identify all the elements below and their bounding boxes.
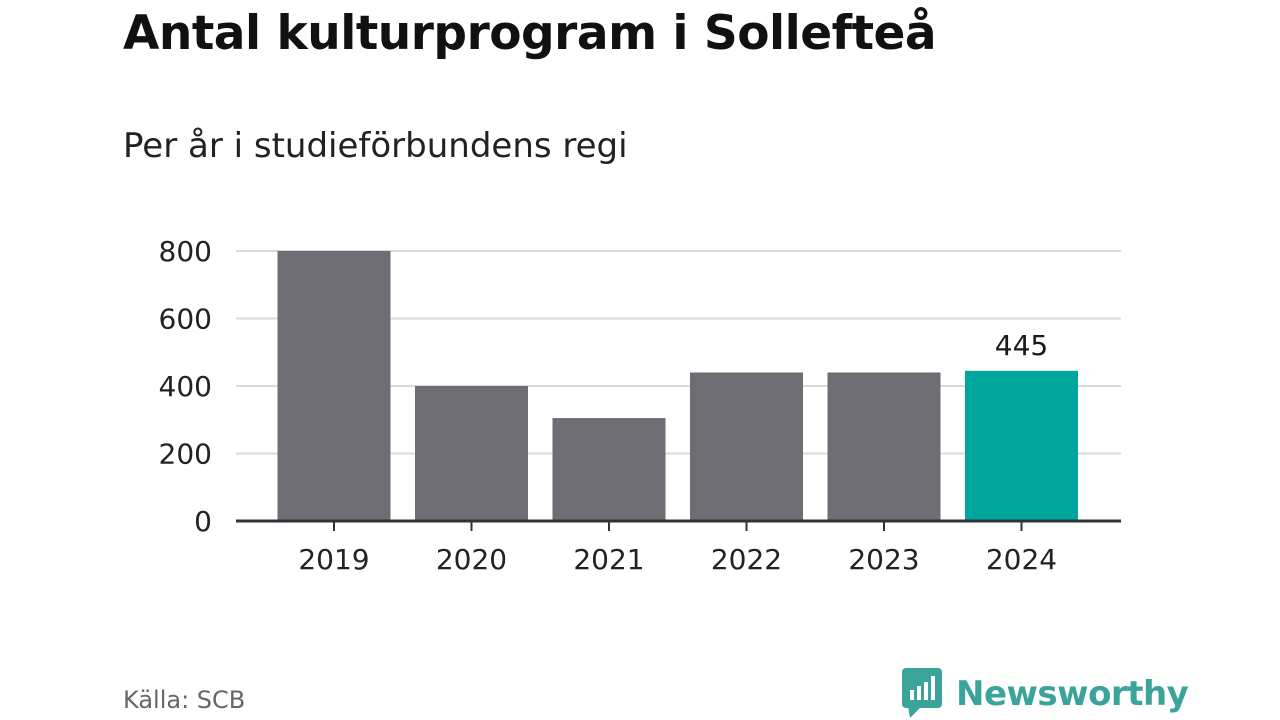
y-tick-label: 400 xyxy=(159,370,212,403)
y-tick-label: 200 xyxy=(159,438,212,471)
x-tick-label: 2019 xyxy=(298,543,369,576)
newsworthy-logo-icon xyxy=(902,668,942,718)
bar xyxy=(277,251,391,521)
brand-name: Newsworthy xyxy=(956,674,1189,714)
source-note: Källa: SCB xyxy=(123,686,246,714)
bar xyxy=(415,386,528,521)
y-tick-label: 0 xyxy=(194,505,212,538)
data-label: 445 xyxy=(995,329,1048,362)
bar xyxy=(827,372,941,521)
x-tick-label: 2022 xyxy=(711,543,782,576)
bar xyxy=(965,370,1078,521)
chart-subtitle: Per år i studieförbundens regi xyxy=(123,126,628,166)
y-tick-label: 600 xyxy=(159,303,212,336)
brand: Newsworthy xyxy=(902,668,1189,720)
bar xyxy=(690,372,803,521)
x-tick-label: 2020 xyxy=(436,543,507,576)
chart-title: Antal kulturprogram i Sollefteå xyxy=(123,6,937,61)
bar xyxy=(552,418,666,521)
x-tick-label: 2024 xyxy=(986,543,1057,576)
x-tick-label: 2023 xyxy=(848,543,919,576)
x-tick-label: 2021 xyxy=(573,543,644,576)
y-tick-label: 800 xyxy=(159,235,212,268)
